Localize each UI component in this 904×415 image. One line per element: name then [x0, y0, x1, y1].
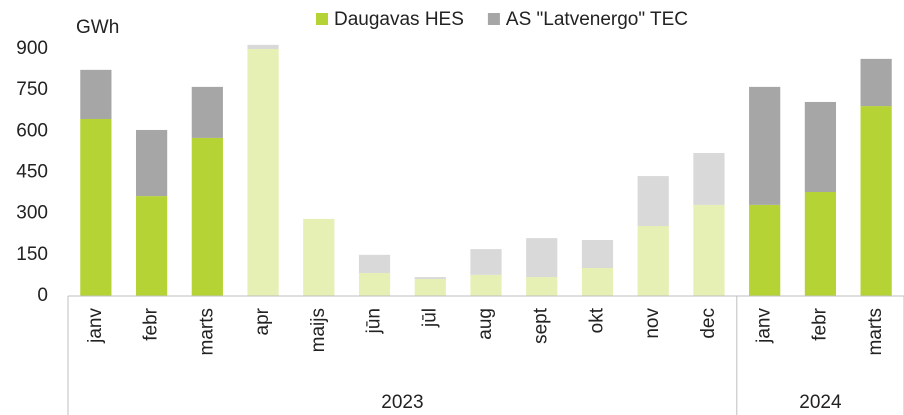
- bar-segment: [135, 129, 168, 197]
- y-tick-label: 750: [16, 79, 48, 100]
- y-tick-label: 150: [16, 244, 48, 265]
- bar-segment: [749, 204, 781, 296]
- bar-segment: [526, 238, 558, 278]
- y-tick-label: 300: [16, 203, 48, 224]
- x-tick-label: febr: [809, 307, 830, 340]
- bar-segment: [860, 58, 892, 107]
- x-tick-label: marts: [196, 308, 217, 356]
- x-tick-label: apr: [252, 307, 273, 335]
- bar-segment: [581, 240, 614, 269]
- x-tick-label: febr: [141, 307, 162, 340]
- x-tick-label: aug: [475, 308, 496, 340]
- bar-segment: [191, 137, 223, 296]
- bar-segment: [693, 153, 725, 205]
- y-tick-label: 450: [16, 162, 48, 183]
- bar-segment: [693, 204, 725, 296]
- bar-segment: [80, 118, 112, 296]
- bar-segment: [804, 191, 837, 296]
- group-label: 2023: [381, 392, 423, 413]
- bar-segment: [303, 218, 335, 296]
- bar-segment: [749, 86, 781, 205]
- bar-segment: [80, 69, 112, 119]
- y-tick-label: 600: [16, 120, 48, 141]
- y-tick-label: 0: [37, 285, 48, 306]
- x-tick-label: maijs: [308, 308, 329, 352]
- x-tick-label: okt: [586, 307, 607, 333]
- group-label: 2024: [799, 392, 842, 413]
- legend-label: AS "Latvenergo" TEC: [506, 9, 688, 30]
- x-tick-label: nov: [642, 308, 663, 339]
- bar-segment: [637, 176, 669, 227]
- bar-segment: [581, 268, 614, 296]
- x-tick-label: janv: [754, 308, 775, 344]
- bar-segment: [135, 196, 168, 296]
- bar-segment: [358, 254, 391, 273]
- x-tick-label: marts: [865, 308, 886, 356]
- x-tick-label: jūl: [419, 308, 440, 328]
- bar-segment: [804, 101, 837, 192]
- y-unit: GWh: [76, 17, 119, 38]
- bar-segment: [860, 106, 892, 296]
- bar-segment: [414, 278, 446, 296]
- bar-segment: [247, 44, 279, 49]
- legend-swatch: [316, 13, 328, 25]
- bar-segment: [470, 274, 502, 296]
- x-tick-label: janv: [85, 308, 106, 344]
- bar-segment: [191, 86, 223, 138]
- y-tick-label: 900: [16, 38, 48, 59]
- x-tick-label: sept: [531, 307, 552, 344]
- bar-segment: [637, 226, 669, 296]
- bar-segment: [247, 49, 279, 296]
- bar-segment: [414, 277, 446, 279]
- legend-swatch: [487, 13, 500, 25]
- bar-segment: [470, 249, 502, 275]
- x-tick-label: jūn: [364, 308, 385, 334]
- bar-segment: [358, 272, 391, 296]
- legend-label: Daugavas HES: [334, 9, 464, 30]
- bar-segment: [526, 277, 558, 296]
- x-tick-label: dec: [698, 308, 719, 339]
